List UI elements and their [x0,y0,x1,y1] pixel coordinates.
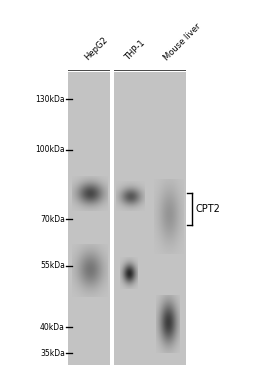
Text: Mouse liver: Mouse liver [162,21,202,62]
Text: THP-1: THP-1 [123,38,146,62]
Text: 100kDa: 100kDa [35,146,65,155]
Text: 35kDa: 35kDa [40,349,65,357]
Text: CPT2: CPT2 [196,204,221,214]
Text: 40kDa: 40kDa [40,322,65,331]
Text: 70kDa: 70kDa [40,215,65,224]
Text: HepG2: HepG2 [83,35,109,62]
Text: 130kDa: 130kDa [35,94,65,104]
Text: 55kDa: 55kDa [40,261,65,271]
